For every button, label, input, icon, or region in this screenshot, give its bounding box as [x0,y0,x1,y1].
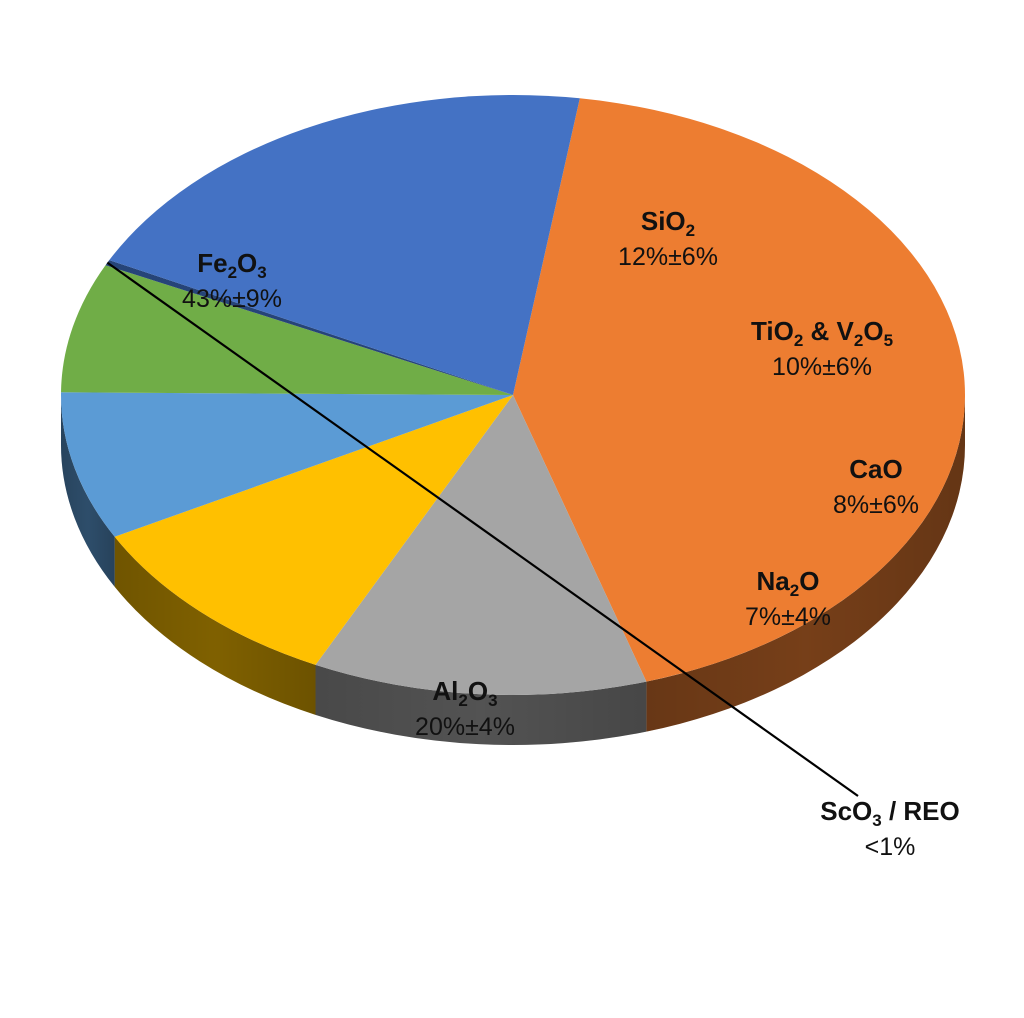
slice-name-label-1: SiO2 [641,206,695,240]
slice-value-label-0: 43%±9% [182,285,282,313]
pie-slices [61,95,966,695]
slice-2 [114,395,514,665]
slice-value-label-6: 20%±4% [415,713,515,741]
slice-4 [61,265,513,395]
slice-name-label-6: Al2O3 [432,676,497,710]
slice-value-label-5: <1% [865,833,916,861]
slice-0 [513,98,966,682]
slice-name-label-2: TiO2 & V2O5 [751,316,893,350]
slice-side-shade-3 [61,395,115,587]
slice-6 [109,95,580,395]
slice-5 [105,260,514,395]
slice-name-label-3: CaO [849,454,902,484]
slice-name-label-4: Na2O [757,566,820,600]
slice-side-shade-2 [114,536,316,715]
pie-labels: Fe2O3 43%±9% SiO2 12%±6% TiO2 & V2O5 10%±6% Ca… [106,206,960,861]
slice-value-label-4: 7%±4% [745,603,831,631]
slice-value-label-2: 10%±6% [772,353,872,381]
slice-value-label-3: 8%±6% [833,491,919,519]
slice-name-label-0: Fe2O3 [197,248,267,282]
slice-side-shade-0 [646,395,965,732]
slice-3 [61,392,513,537]
slice-side-shade-1 [315,664,647,745]
pie-depth [61,395,965,745]
slice-name-label-5: ScO3 / REO [820,796,960,830]
slice-1 [315,395,647,695]
leader-line [106,261,859,797]
slice-value-label-1: 12%±6% [618,243,718,271]
